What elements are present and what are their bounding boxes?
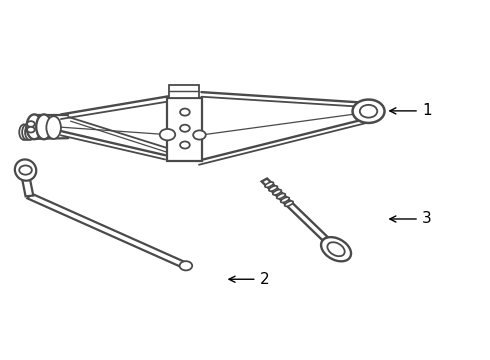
Ellipse shape [273,190,281,195]
Polygon shape [27,194,188,268]
Circle shape [193,130,206,140]
Bar [170,85,199,99]
Ellipse shape [285,201,293,206]
Ellipse shape [277,193,285,199]
Ellipse shape [321,237,351,261]
Ellipse shape [25,124,35,140]
Ellipse shape [26,114,42,139]
Circle shape [360,105,377,118]
Polygon shape [22,176,33,196]
Ellipse shape [265,182,273,187]
Text: 3: 3 [390,211,432,226]
Circle shape [180,261,192,270]
Ellipse shape [327,242,344,256]
Ellipse shape [36,114,52,139]
Circle shape [180,141,190,149]
Text: 1: 1 [390,103,432,118]
Ellipse shape [269,186,277,191]
Circle shape [27,127,35,132]
Ellipse shape [15,159,36,181]
Circle shape [180,109,190,116]
Polygon shape [262,179,328,240]
Text: 2: 2 [229,272,269,287]
Ellipse shape [47,116,61,139]
Circle shape [352,100,385,123]
Ellipse shape [22,124,32,140]
Ellipse shape [281,197,289,203]
Bar [168,99,202,161]
Circle shape [160,129,175,140]
Ellipse shape [19,124,29,140]
Circle shape [180,125,190,132]
Circle shape [19,166,32,175]
Circle shape [27,121,35,127]
